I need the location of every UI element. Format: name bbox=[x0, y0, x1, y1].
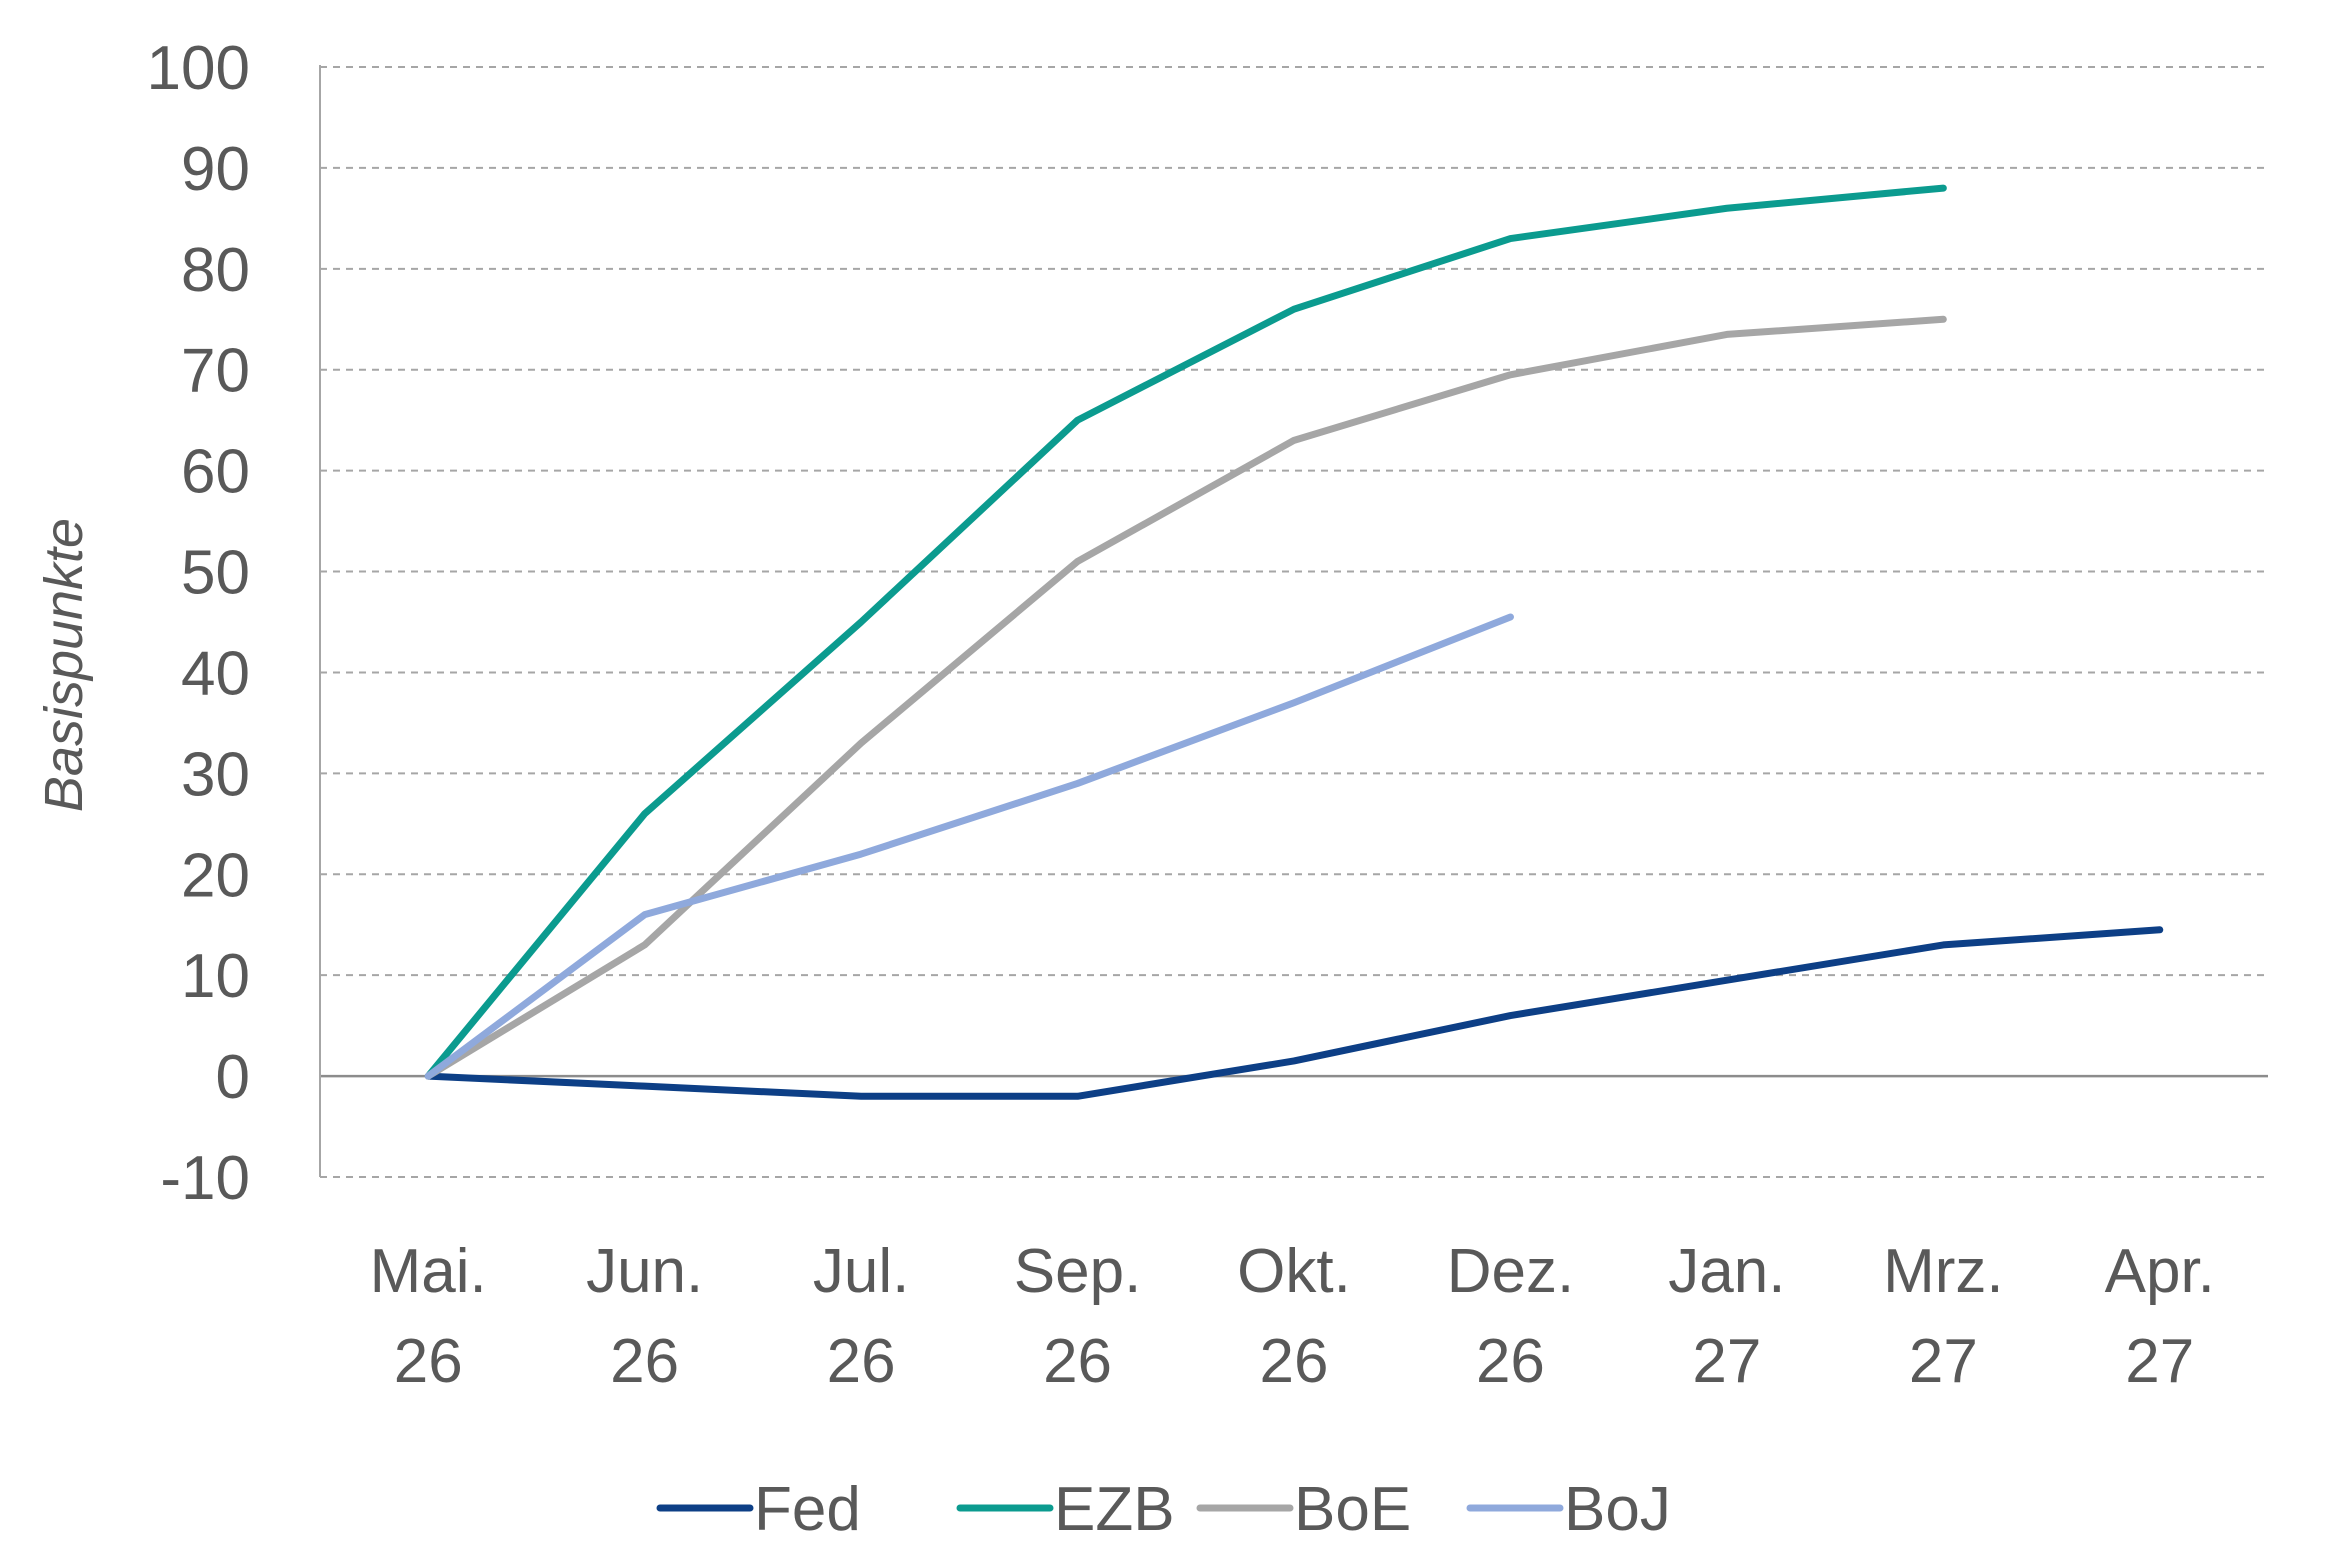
y-tick-label: 20 bbox=[181, 841, 250, 910]
x-tick-label: 26 bbox=[1043, 1327, 1112, 1396]
x-tick-label: Mai. bbox=[370, 1237, 487, 1306]
y-tick-label: 0 bbox=[216, 1043, 250, 1112]
series-line-ezb bbox=[424, 184, 1947, 1080]
y-tick-label: 80 bbox=[181, 236, 250, 305]
y-axis-title: Basispunkte bbox=[34, 518, 94, 812]
x-tick-label: 26 bbox=[1476, 1327, 1545, 1396]
legend-item-ezb: EZB bbox=[956, 1475, 1175, 1544]
x-tick-label: Apr. bbox=[2105, 1237, 2215, 1306]
y-tick-label: 100 bbox=[147, 34, 250, 103]
legend: Fed EZB BoE BoJ bbox=[656, 1475, 1671, 1544]
series-line-boe bbox=[424, 315, 1947, 1080]
x-tick-label: 27 bbox=[1909, 1327, 1978, 1396]
x-tick-label: Jan. bbox=[1668, 1237, 1785, 1306]
x-tick-label: 27 bbox=[2125, 1327, 2194, 1396]
gridlines bbox=[320, 66, 2268, 1178]
legend-item-boj: BoJ bbox=[1466, 1475, 1671, 1544]
legend-label: BoE bbox=[1294, 1475, 1411, 1544]
x-tick-label: Sep. bbox=[1014, 1237, 1142, 1306]
x-tick-label: Mrz. bbox=[1883, 1237, 2004, 1306]
y-tick-label: 60 bbox=[181, 438, 250, 507]
legend-label: Fed bbox=[754, 1475, 861, 1544]
y-tick-label: 70 bbox=[181, 337, 250, 406]
y-tick-label: 30 bbox=[181, 740, 250, 809]
y-tick-label: 40 bbox=[181, 639, 250, 708]
x-tick-label: Dez. bbox=[1447, 1237, 1574, 1306]
legend-label: EZB bbox=[1054, 1475, 1175, 1544]
x-tick-label: Okt. bbox=[1237, 1237, 1351, 1306]
y-tick-label: 90 bbox=[181, 135, 250, 204]
x-tick-label: Jul. bbox=[813, 1237, 909, 1306]
legend-item-fed: Fed bbox=[656, 1475, 861, 1544]
x-tick-label: 27 bbox=[1692, 1327, 1761, 1396]
x-tick-labels: Mai. 26 Jun. 26 Jul. 26 Sep. 26 Okt. 26 Dez. 26 Jan.… bbox=[370, 1237, 2215, 1396]
series-line-boj bbox=[424, 613, 1514, 1080]
x-tick-label: 26 bbox=[610, 1327, 679, 1396]
series-lines bbox=[424, 184, 2164, 1100]
y-tick-label: 50 bbox=[181, 539, 250, 608]
y-tick-label: 10 bbox=[181, 942, 250, 1011]
series-line-fed bbox=[424, 926, 2164, 1100]
x-tick-label: 26 bbox=[394, 1327, 463, 1396]
x-tick-label: 26 bbox=[827, 1327, 896, 1396]
legend-item-boe: BoE bbox=[1196, 1475, 1411, 1544]
x-tick-label: 26 bbox=[1260, 1327, 1329, 1396]
y-tick-label: -10 bbox=[160, 1144, 250, 1213]
x-tick-label: Jun. bbox=[586, 1237, 703, 1306]
axes bbox=[319, 65, 2268, 1177]
legend-label: BoJ bbox=[1564, 1475, 1671, 1544]
